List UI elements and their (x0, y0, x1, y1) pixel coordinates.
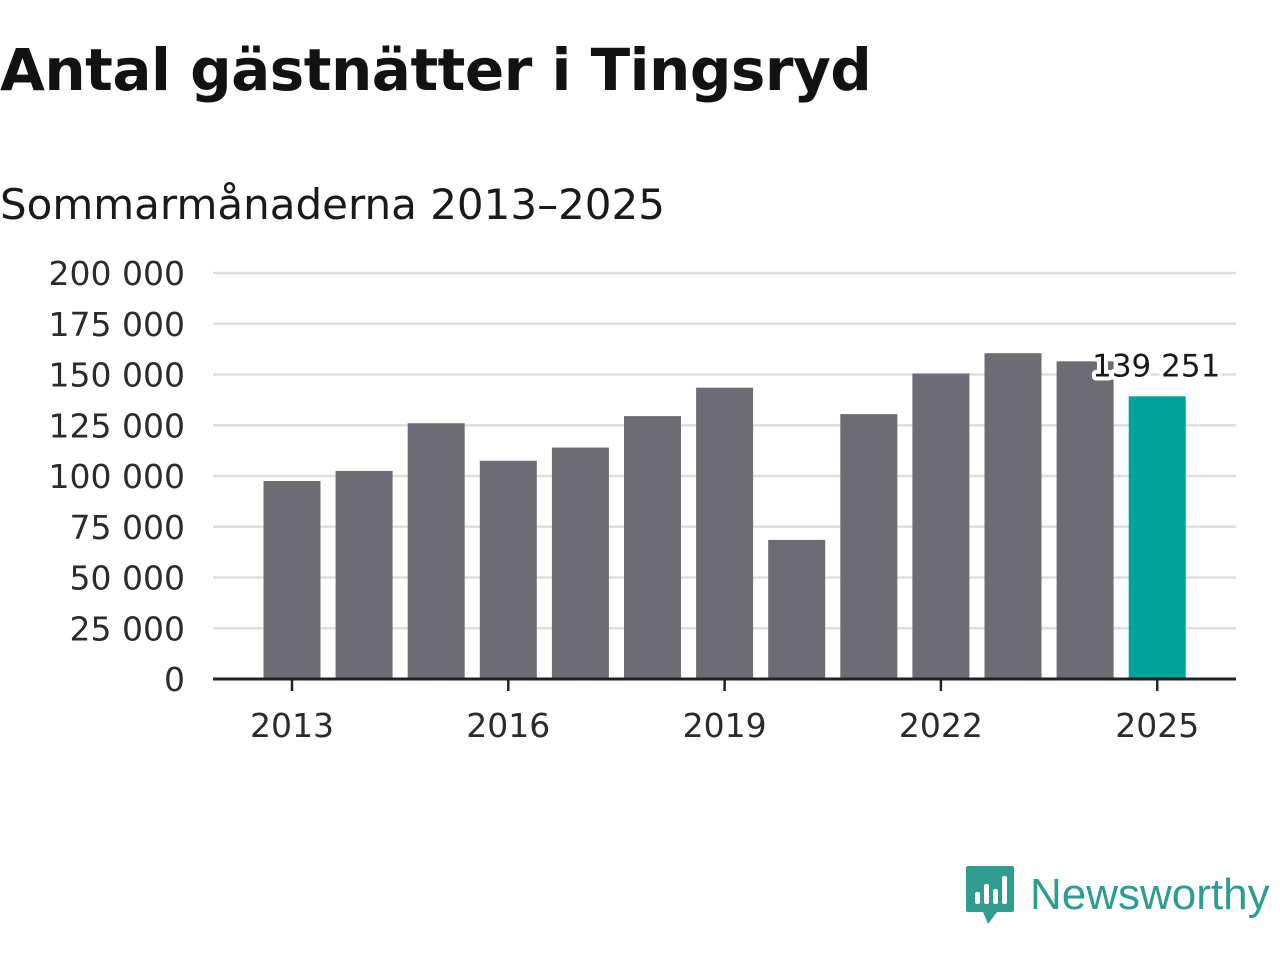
x-tick-label: 2025 (1115, 706, 1199, 745)
y-tick-label: 200 000 (49, 254, 185, 293)
x-tick-label: 2013 (250, 706, 334, 745)
chart-title: Antal gästnätter i Tingsryd (0, 36, 872, 104)
brand-name: Newsworthy (1030, 870, 1270, 919)
bar-2016 (479, 460, 537, 679)
data-label: 139 251 (1092, 348, 1220, 384)
y-tick-label: 25 000 (70, 609, 185, 648)
data-labels: 139 251 (1088, 344, 1224, 388)
y-tick-label: 125 000 (49, 406, 185, 445)
bar-2017 (551, 447, 609, 679)
bar-2014 (335, 470, 393, 679)
chart-subtitle: Sommarmånaderna 2013–2025 (0, 180, 665, 229)
x-tick-label: 2019 (683, 706, 767, 745)
bars (263, 353, 1186, 679)
y-tick-label: 175 000 (49, 305, 185, 344)
bar-2023 (984, 353, 1042, 679)
y-tick-label: 100 000 (49, 457, 185, 496)
y-tick-label: 50 000 (70, 559, 185, 598)
bar-2024 (1056, 361, 1114, 679)
bar-2020 (768, 539, 826, 679)
y-tick-label: 75 000 (70, 508, 185, 547)
x-tick-label: 2016 (466, 706, 550, 745)
bar-2019 (696, 387, 754, 679)
bar-2021 (840, 414, 898, 679)
y-axis-tick-labels: 0 25 000 50 000 75 000 100 000 125 000 150 000… (49, 254, 185, 699)
newsworthy-logo-icon (966, 866, 1014, 924)
newsworthy-logo: Newsworthy (964, 864, 1270, 926)
x-axis-ticks: 2013 2016 2019 2022 2025 (250, 679, 1199, 745)
bar-2025 (1128, 396, 1186, 679)
bar-2013 (263, 481, 321, 679)
x-tick-label: 2022 (899, 706, 983, 745)
y-tick-label: 0 (164, 660, 185, 699)
y-tick-label: 150 000 (49, 356, 185, 395)
bar-2018 (624, 416, 681, 679)
bar-2022 (912, 373, 970, 679)
bar-2015 (407, 423, 465, 679)
